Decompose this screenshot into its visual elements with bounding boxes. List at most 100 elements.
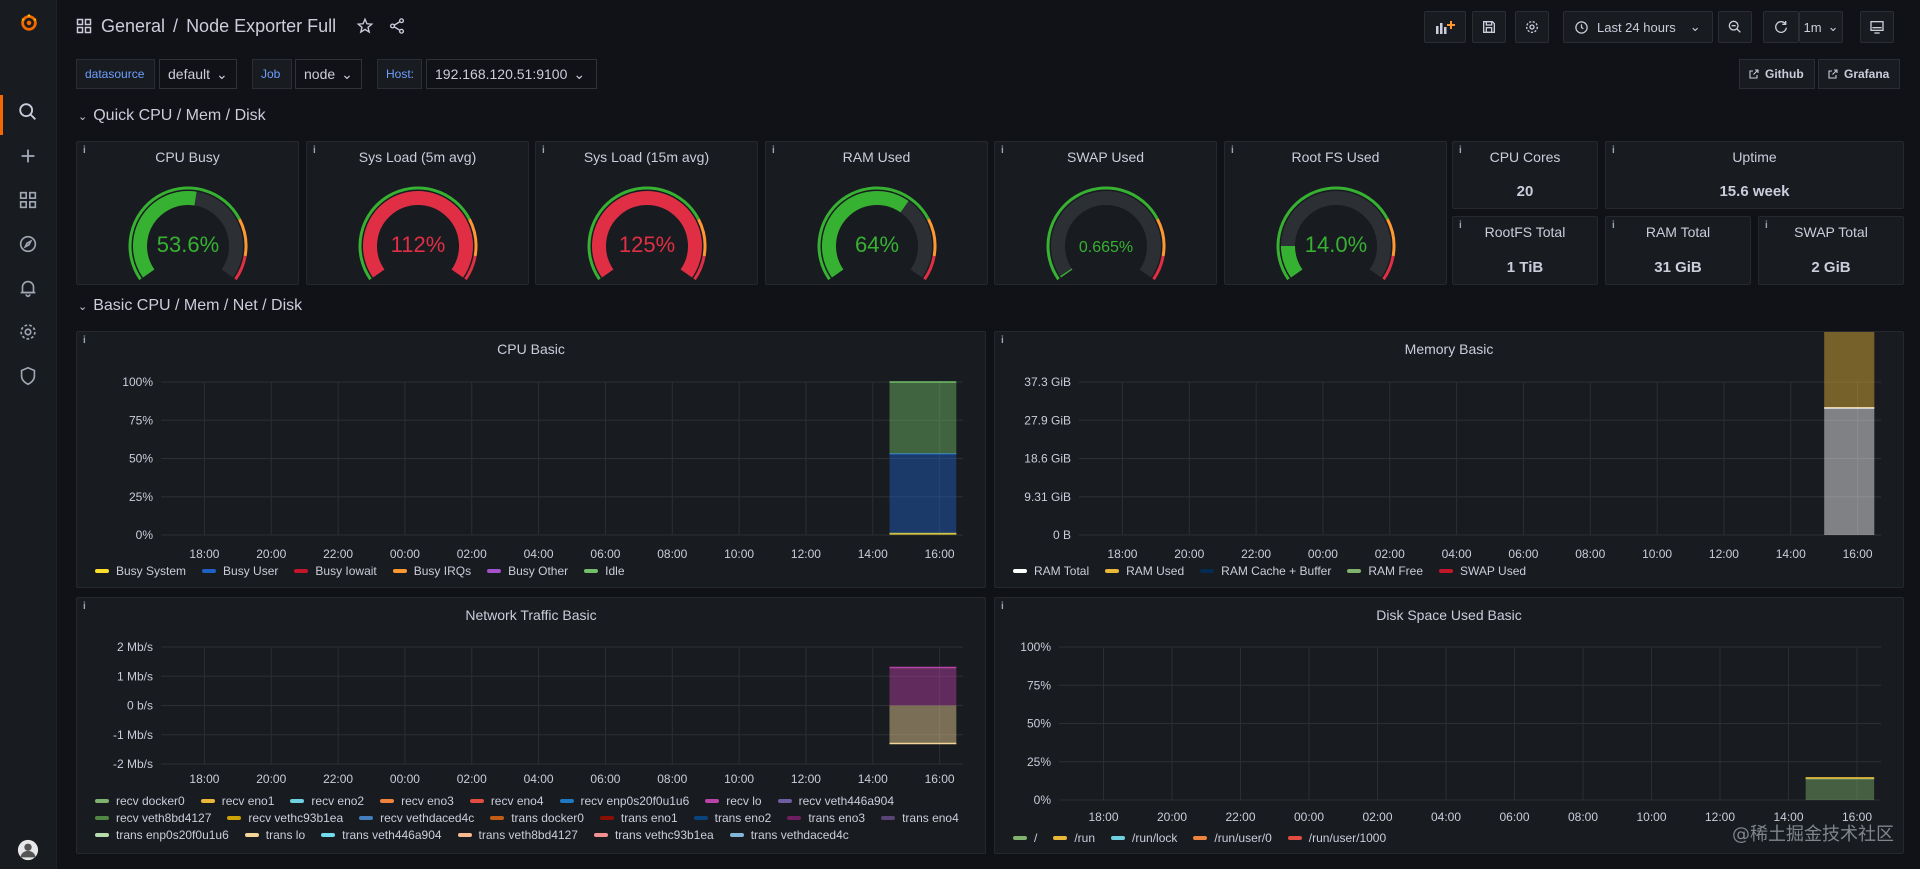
info-icon[interactable]: i — [1459, 220, 1462, 231]
legend-item-recv-lo[interactable]: recv lo — [705, 794, 762, 808]
x-tick-label: 00:00 — [1308, 547, 1338, 561]
stat-panel-ram-total[interactable]: i RAM Total 31 GiB — [1605, 216, 1751, 285]
info-icon[interactable]: i — [542, 145, 545, 156]
gauge-panel-swap-used[interactable]: i SWAP Used 0.665% — [994, 141, 1217, 285]
info-icon[interactable]: i — [1231, 145, 1234, 156]
legend-item-ram-free[interactable]: RAM Free — [1347, 564, 1423, 578]
legend-swatch — [95, 833, 109, 837]
chart-panel-cpu-basic[interactable]: i CPU Basic 100% 75% 50% 25% 0% 18:00 20:00 22:00… — [76, 331, 986, 588]
legend-item-ram-used[interactable]: RAM Used — [1105, 564, 1184, 578]
info-icon[interactable]: i — [83, 601, 86, 612]
grafana-logo-icon[interactable] — [15, 8, 43, 36]
legend-item-trans-vethc93b1ea[interactable]: trans vethc93b1ea — [593, 828, 714, 842]
legend-item-trans-lo[interactable]: trans lo — [244, 828, 305, 842]
zoom-out-button[interactable] — [1718, 11, 1752, 43]
row-header-basic[interactable]: ⌄ Basic CPU / Mem / Net / Disk — [78, 297, 302, 315]
legend-item-run-user-0[interactable]: /run/user/0 — [1193, 831, 1272, 845]
legend-item-ram-cache-buffer[interactable]: RAM Cache + Buffer — [1200, 564, 1331, 578]
legend-item-recv-veth446a904[interactable]: recv veth446a904 — [777, 794, 894, 808]
grafana-link[interactable]: Grafana — [1818, 59, 1900, 89]
legend-item-run-user-1000[interactable]: /run/user/1000 — [1287, 831, 1386, 845]
explore-compass-icon[interactable] — [14, 230, 42, 258]
row-header-quick[interactable]: ⌄ Quick CPU / Mem / Disk — [78, 107, 266, 125]
gauge-panel-root-fs-used[interactable]: i Root FS Used 14.0% — [1224, 141, 1447, 285]
dashboard-settings-button[interactable] — [1515, 11, 1549, 43]
star-icon[interactable] — [356, 17, 374, 38]
gauge-panel-ram-used[interactable]: i RAM Used 64% — [765, 141, 988, 285]
info-icon[interactable]: i — [83, 335, 86, 346]
info-icon[interactable]: i — [772, 145, 775, 156]
legend-item-recv-veth8bd4127[interactable]: recv veth8bd4127 — [95, 811, 211, 825]
server-admin-shield-icon[interactable] — [14, 362, 42, 390]
info-icon[interactable]: i — [1001, 601, 1004, 612]
search-icon[interactable] — [14, 98, 42, 126]
stat-panel-rootfs-total[interactable]: i RootFS Total 1 TiB — [1452, 216, 1598, 285]
info-icon[interactable]: i — [1612, 220, 1615, 231]
legend-item-trans-docker0[interactable]: trans docker0 — [490, 811, 584, 825]
legend-item-busy-other[interactable]: Busy Other — [487, 564, 568, 578]
chart-panel-memory-basic[interactable]: i Memory Basic 37.3 GiB 27.9 GiB 18.6 GiB 9.3… — [994, 331, 1904, 588]
info-icon[interactable]: i — [1459, 145, 1462, 156]
gauge-panel-sys-load-5m-avg[interactable]: i Sys Load (5m avg) 112% — [306, 141, 529, 285]
y-tick-label: -1 Mb/s — [113, 728, 153, 742]
legend-item-busy-user[interactable]: Busy User — [202, 564, 278, 578]
legend-item-trans-eno1[interactable]: trans eno1 — [599, 811, 678, 825]
legend-item-trans-veth446a904[interactable]: trans veth446a904 — [321, 828, 442, 842]
chart-panel-disk-space-used-basic[interactable]: i Disk Space Used Basic 100% 75% 50% 25% 0% 18:… — [994, 597, 1904, 854]
legend-item-idle[interactable]: Idle — [584, 564, 625, 578]
cycle-view-mode-button[interactable] — [1860, 11, 1894, 43]
legend-item-recv-enp0s20f0u1u6[interactable]: recv enp0s20f0u1u6 — [559, 794, 689, 808]
legend-item-swap-used[interactable]: SWAP Used — [1439, 564, 1526, 578]
time-picker-button[interactable]: Last 24 hours ⌄ — [1563, 11, 1713, 43]
gauge-panel-sys-load-15m-avg[interactable]: i Sys Load (15m avg) 125% — [535, 141, 758, 285]
save-dashboard-button[interactable] — [1472, 11, 1506, 43]
legend-item-trans-eno2[interactable]: trans eno2 — [693, 811, 771, 825]
info-icon[interactable]: i — [1765, 220, 1768, 231]
legend-item-trans-enp0s20f0u1u6[interactable]: trans enp0s20f0u1u6 — [95, 828, 229, 842]
breadcrumb-folder[interactable]: General — [101, 16, 166, 36]
info-icon[interactable]: i — [1001, 335, 1004, 346]
github-link[interactable]: Github — [1739, 59, 1815, 89]
legend-item-recv-vethc93b1ea[interactable]: recv vethc93b1ea — [227, 811, 343, 825]
stat-panel-uptime[interactable]: i Uptime 15.6 week — [1605, 141, 1904, 209]
legend-item-recv-docker0[interactable]: recv docker0 — [95, 794, 185, 808]
legend-item-trans-eno4[interactable]: trans eno4 — [881, 811, 959, 825]
info-icon[interactable]: i — [313, 145, 316, 156]
legend-item-busy-system[interactable]: Busy System — [95, 564, 186, 578]
info-icon[interactable]: i — [1612, 145, 1615, 156]
legend-item-recv-vethdaced4c[interactable]: recv vethdaced4c — [359, 811, 474, 825]
legend-item-busy-irqs[interactable]: Busy IRQs — [392, 564, 471, 578]
configuration-gear-icon[interactable] — [14, 318, 42, 346]
legend-item-run[interactable]: /run — [1053, 831, 1095, 845]
legend-item-run-lock[interactable]: /run/lock — [1111, 831, 1177, 845]
refresh-button[interactable] — [1763, 11, 1799, 43]
variable-select-datasource[interactable]: default ⌄ — [159, 59, 237, 89]
user-avatar[interactable] — [14, 836, 42, 864]
refresh-interval-picker[interactable]: 1m ⌄ — [1799, 11, 1843, 43]
info-icon[interactable]: i — [1001, 145, 1004, 156]
legend-item-recv-eno4[interactable]: recv eno4 — [469, 794, 544, 808]
legend-item-trans-eno3[interactable]: trans eno3 — [787, 811, 865, 825]
info-icon[interactable]: i — [83, 145, 86, 156]
stat-panel-cpu-cores[interactable]: i CPU Cores 20 — [1452, 141, 1598, 209]
alerting-bell-icon[interactable] — [14, 274, 42, 302]
variable-select-job[interactable]: node ⌄ — [295, 59, 362, 89]
legend-item-trans-veth8bd4127[interactable]: trans veth8bd4127 — [457, 828, 578, 842]
variable-select-host[interactable]: 192.168.120.51:9100 ⌄ — [426, 59, 597, 89]
chart-panel-network-traffic-basic[interactable]: i Network Traffic Basic 2 Mb/s 1 Mb/s 0 b/s -… — [76, 597, 986, 854]
dashboards-icon[interactable] — [14, 186, 42, 214]
legend-label: /run — [1074, 831, 1096, 845]
legend-item-ram-total[interactable]: RAM Total — [1013, 564, 1089, 578]
legend-item-recv-eno3[interactable]: recv eno3 — [380, 794, 454, 808]
create-plus-icon[interactable] — [14, 142, 42, 170]
add-panel-button[interactable] — [1424, 11, 1466, 43]
dashboard-title[interactable]: Node Exporter Full — [186, 16, 337, 36]
legend-item-trans-vethdaced4c[interactable]: trans vethdaced4c — [729, 828, 849, 842]
legend-item-[interactable]: / — [1013, 831, 1037, 845]
stat-panel-swap-total[interactable]: i SWAP Total 2 GiB — [1758, 216, 1904, 285]
legend-item-recv-eno2[interactable]: recv eno2 — [290, 794, 364, 808]
share-icon[interactable] — [388, 17, 406, 38]
gauge-panel-cpu-busy[interactable]: i CPU Busy 53.6% — [76, 141, 299, 285]
legend-item-busy-iowait[interactable]: Busy Iowait — [294, 564, 377, 578]
legend-item-recv-eno1[interactable]: recv eno1 — [200, 794, 274, 808]
